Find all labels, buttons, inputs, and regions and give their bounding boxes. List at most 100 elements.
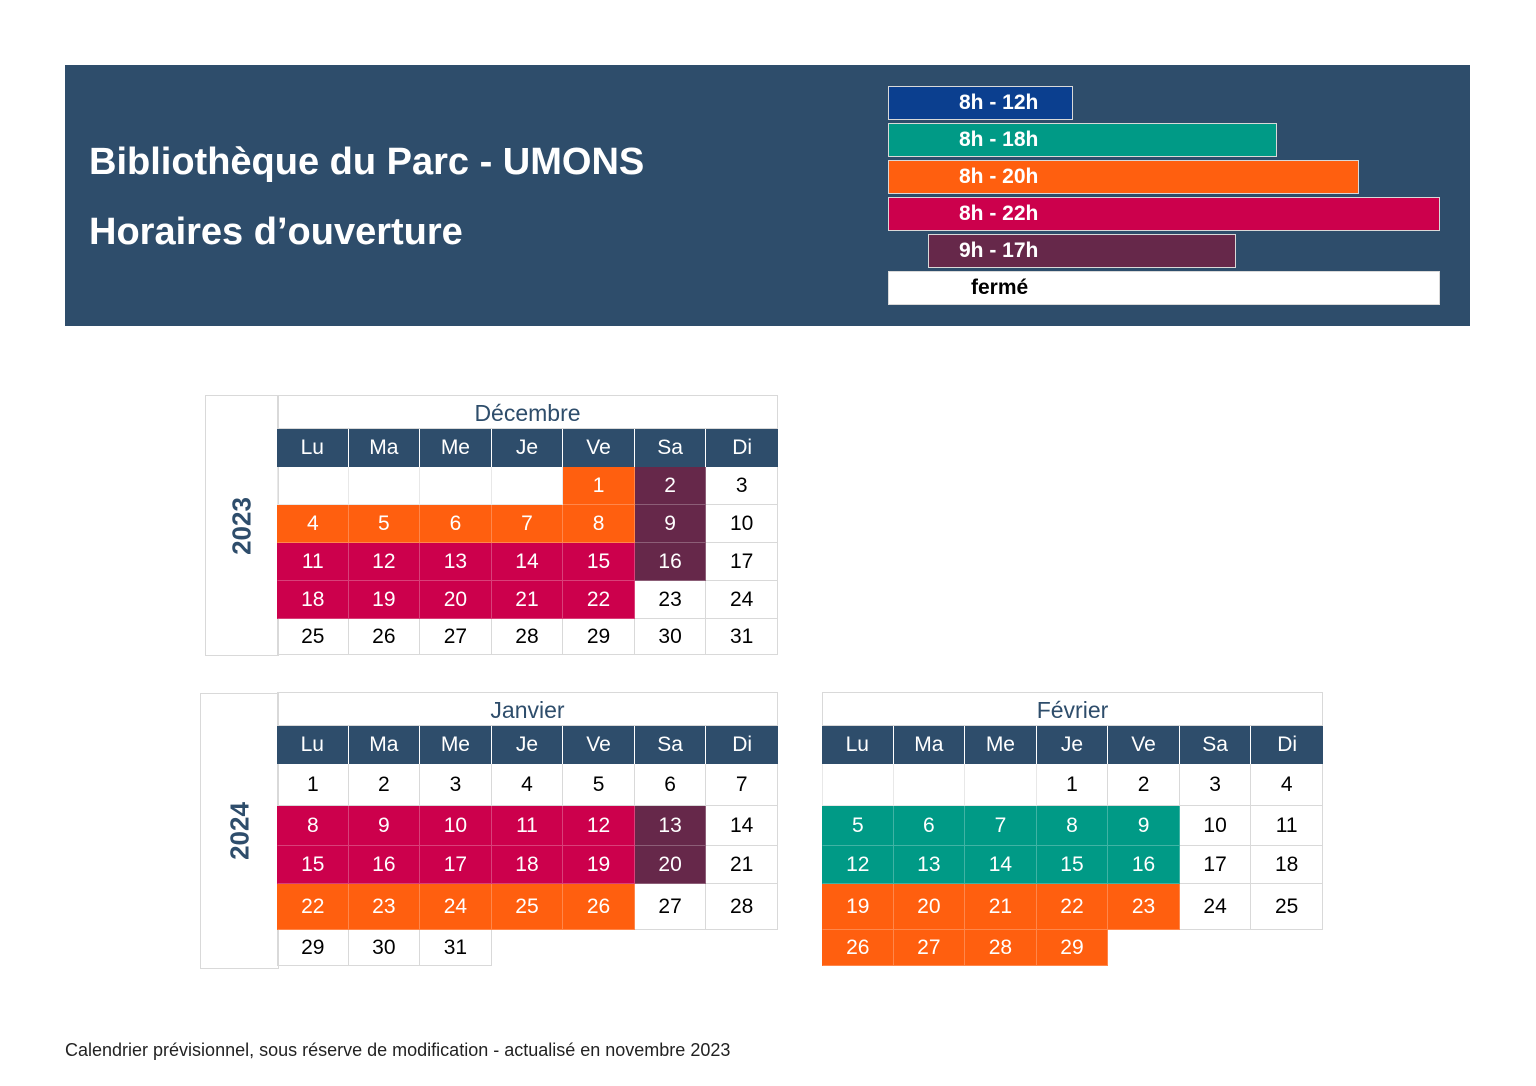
week-row: 11 12 13 14 15 16 17	[277, 543, 778, 581]
day-cell: 22	[563, 581, 635, 619]
empty-day	[893, 764, 966, 806]
day-cell: 16	[634, 543, 707, 581]
weekday-label: Ve	[563, 726, 635, 764]
weekday-label: Lu	[277, 429, 349, 467]
week-row: 5 6 7 8 9 10 11	[822, 806, 1323, 846]
day-cell: 2	[1108, 764, 1180, 806]
weekday-label: Me	[420, 726, 492, 764]
day-cell: 29	[277, 930, 349, 966]
day-cell: 6	[634, 764, 707, 806]
calendar-december: Décembre Lu Ma Me Je Ve Sa Di 1 2 3 4 5 6 7 8 9 10 11 12 13 1…	[277, 395, 778, 655]
legend-8h-12h: 8h - 12h	[888, 86, 1073, 120]
legend-closed: fermé	[888, 271, 1440, 305]
weekday-label: Ma	[349, 726, 421, 764]
day-cell: 21	[491, 581, 564, 619]
day-cell: 20	[893, 884, 966, 930]
day-cell: 4	[491, 764, 564, 806]
day-cell: 16	[1108, 846, 1180, 884]
day-cell: 10	[706, 505, 778, 543]
day-cell: 23	[1108, 884, 1180, 930]
day-cell: 12	[822, 846, 894, 884]
no-day	[635, 930, 707, 966]
day-cell: 4	[277, 505, 349, 543]
day-cell: 30	[634, 619, 707, 655]
week-row: 19 20 21 22 23 24 25	[822, 884, 1323, 930]
calendar-february: Février Lu Ma Me Je Ve Sa Di 1 2 3 4 5 6 7 8 9 10 11 12 13 14…	[822, 692, 1323, 966]
legend-8h-18h: 8h - 18h	[888, 123, 1277, 157]
day-cell: 27	[893, 930, 966, 966]
day-cell: 8	[277, 806, 349, 846]
weekday-label: Ma	[349, 429, 421, 467]
year-2024-box: 2024	[200, 693, 279, 969]
weekday-header: Lu Ma Me Je Ve Sa Di	[277, 429, 778, 467]
legend-label: fermé	[971, 276, 1029, 299]
day-cell: 1	[563, 467, 635, 505]
day-cell: 29	[1036, 930, 1109, 966]
day-cell: 24	[706, 581, 778, 619]
day-cell: 6	[893, 806, 966, 846]
day-cell: 12	[348, 543, 421, 581]
legend-8h-22h: 8h - 22h	[888, 197, 1440, 231]
day-cell: 19	[822, 884, 894, 930]
day-cell: 16	[348, 846, 421, 884]
day-cell: 21	[706, 846, 778, 884]
empty-day	[420, 467, 492, 505]
week-row: 4 5 6 7 8 9 10	[277, 505, 778, 543]
no-day	[1251, 930, 1323, 966]
legend-label: 8h - 12h	[959, 91, 1039, 114]
week-row: 8 9 10 11 12 13 14	[277, 806, 778, 846]
day-cell: 18	[491, 846, 564, 884]
weekday-label: Sa	[1180, 726, 1252, 764]
day-cell: 5	[348, 505, 421, 543]
week-row: 26 27 28 29	[822, 930, 1323, 966]
day-cell: 28	[491, 619, 564, 655]
weekday-label: Ma	[894, 726, 966, 764]
week-row: 29 30 31	[277, 930, 778, 966]
month-title: Février	[822, 692, 1323, 726]
no-day	[1180, 930, 1252, 966]
year-label-2024: 2024	[224, 802, 254, 860]
day-cell: 18	[1251, 846, 1323, 884]
day-cell: 19	[563, 846, 635, 884]
day-cell: 15	[563, 543, 635, 581]
day-cell: 7	[965, 806, 1037, 846]
no-day	[1108, 930, 1180, 966]
day-cell: 2	[348, 764, 421, 806]
day-cell: 18	[277, 581, 349, 619]
day-cell: 17	[706, 543, 778, 581]
day-cell: 13	[420, 543, 492, 581]
page-title: Bibliothèque du Parc - UMONS	[89, 141, 645, 183]
weekday-label: Me	[965, 726, 1037, 764]
day-cell: 27	[634, 884, 707, 930]
day-cell: 4	[1251, 764, 1323, 806]
day-cell: 3	[420, 764, 492, 806]
day-cell: 24	[420, 884, 492, 930]
day-cell: 27	[420, 619, 492, 655]
no-day	[706, 930, 778, 966]
empty-day	[277, 467, 349, 505]
day-cell: 9	[348, 806, 421, 846]
legend-label: 8h - 22h	[959, 202, 1039, 225]
legend-8h-20h: 8h - 20h	[888, 160, 1359, 194]
day-cell: 21	[965, 884, 1037, 930]
day-cell: 8	[1036, 806, 1109, 846]
weekday-label: Sa	[635, 429, 707, 467]
day-cell: 13	[893, 846, 966, 884]
empty-day	[348, 467, 421, 505]
weekday-label: Di	[732, 436, 753, 459]
day-cell: 22	[1036, 884, 1109, 930]
day-cell: 15	[277, 846, 349, 884]
day-cell: 11	[1251, 806, 1323, 846]
day-cell: 10	[420, 806, 492, 846]
week-row: 12 13 14 15 16 17 18	[822, 846, 1323, 884]
day-cell: 1	[1036, 764, 1109, 806]
week-row: 25 26 27 28 29 30 31	[277, 619, 778, 655]
empty-day	[491, 467, 564, 505]
month-title: Janvier	[277, 692, 778, 726]
day-cell: 28	[706, 884, 778, 930]
day-cell: 29	[563, 619, 635, 655]
day-cell: 2	[634, 467, 707, 505]
day-cell: 8	[563, 505, 635, 543]
